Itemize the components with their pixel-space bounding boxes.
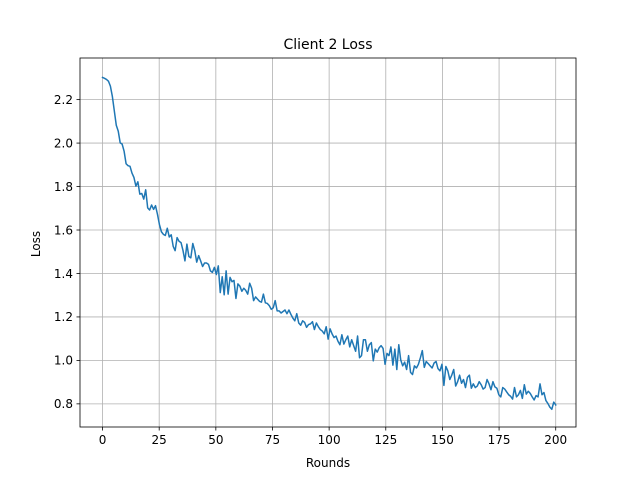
x-tick-label: 0 — [99, 433, 107, 447]
chart-title: Client 2 Loss — [283, 37, 372, 53]
y-tick-label: 0.8 — [54, 397, 73, 411]
x-tick-label: 150 — [431, 433, 454, 447]
y-axis-ticks: 0.8 1.0 1.2 1.4 1.6 1.8 2.0 2.2 — [54, 93, 80, 411]
loss-series-line — [101, 76, 557, 411]
plot-frame — [79, 57, 577, 428]
y-axis-label: Loss — [29, 231, 43, 257]
y-tick-label: 1.2 — [54, 310, 73, 324]
x-axis-ticks: 0 25 50 75 100 125 150 175 200 — [99, 427, 567, 447]
x-tick-label: 25 — [152, 433, 167, 447]
y-tick-label: 1.6 — [54, 223, 73, 237]
x-tick-label: 75 — [265, 433, 280, 447]
y-tick-label: 2.2 — [54, 93, 73, 107]
y-tick-label: 1.4 — [54, 267, 73, 281]
y-tick-label: 1.0 — [54, 354, 73, 368]
grid-lines — [80, 58, 576, 427]
y-tick-label: 2.0 — [54, 136, 73, 150]
x-axis-label: Rounds — [306, 456, 350, 470]
x-tick-label: 100 — [318, 433, 341, 447]
x-tick-label: 50 — [208, 433, 223, 447]
x-tick-label: 175 — [488, 433, 511, 447]
y-tick-label: 1.8 — [54, 180, 73, 194]
x-tick-label: 125 — [374, 433, 397, 447]
x-tick-label: 200 — [544, 433, 567, 447]
